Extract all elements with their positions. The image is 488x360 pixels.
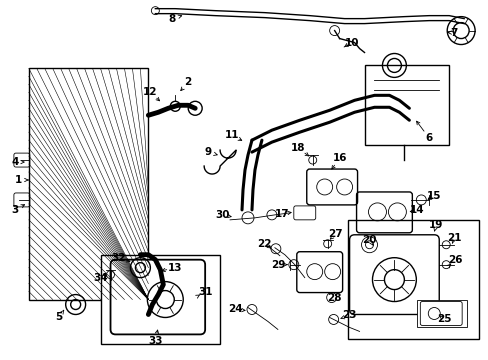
Text: 26: 26	[447, 255, 462, 265]
Text: 4: 4	[11, 157, 19, 167]
Text: 3: 3	[11, 205, 19, 215]
Bar	[29, 68, 148, 300]
Text: 5: 5	[55, 312, 62, 323]
Text: 18: 18	[290, 143, 305, 153]
Text: 29: 29	[270, 260, 285, 270]
Bar	[416, 300, 466, 328]
Text: 17: 17	[274, 209, 288, 219]
Text: 28: 28	[327, 293, 341, 302]
Text: 23: 23	[342, 310, 356, 320]
Text: 10: 10	[344, 37, 358, 48]
Text: 15: 15	[426, 191, 441, 201]
Bar	[101, 255, 220, 345]
Text: 2: 2	[184, 77, 191, 87]
Text: 13: 13	[168, 263, 182, 273]
Text: 33: 33	[148, 336, 163, 346]
Text: 21: 21	[446, 233, 461, 243]
Text: 25: 25	[436, 314, 450, 324]
Text: 20: 20	[362, 235, 376, 245]
Text: 7: 7	[449, 28, 457, 37]
Text: 6: 6	[425, 133, 432, 143]
Text: 8: 8	[168, 14, 176, 24]
Text: 30: 30	[214, 210, 229, 220]
Bar	[347, 220, 478, 339]
Text: 24: 24	[227, 305, 242, 315]
Text: 12: 12	[143, 87, 157, 97]
Text: 11: 11	[224, 130, 239, 140]
Text: 32: 32	[111, 253, 125, 263]
Text: 16: 16	[332, 153, 346, 163]
Text: 9: 9	[204, 147, 211, 157]
Text: 27: 27	[327, 229, 342, 239]
Text: 19: 19	[428, 220, 443, 230]
Text: 22: 22	[256, 239, 271, 249]
Text: 34: 34	[93, 273, 108, 283]
Text: 1: 1	[15, 175, 22, 185]
Text: 31: 31	[198, 287, 212, 297]
Bar	[364, 66, 448, 145]
Text: 14: 14	[409, 205, 424, 215]
